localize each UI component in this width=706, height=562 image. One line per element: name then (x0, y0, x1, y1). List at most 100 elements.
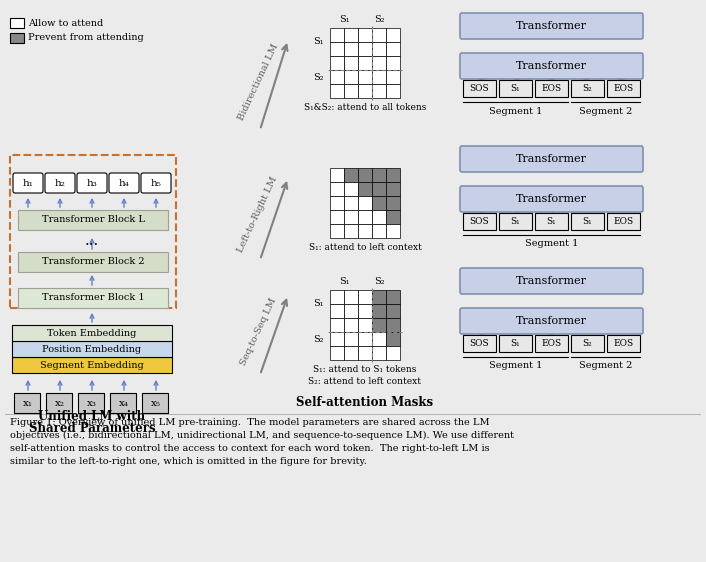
Bar (535, 335, 568, 352)
Bar (330, 28, 344, 42)
Bar (330, 210, 344, 224)
Text: Token Embedding: Token Embedding (47, 329, 137, 338)
Bar (344, 70, 358, 84)
Text: Transformer Block 2: Transformer Block 2 (42, 257, 144, 266)
Bar (372, 196, 386, 210)
FancyBboxPatch shape (13, 173, 43, 193)
Bar (330, 304, 344, 318)
Bar (344, 346, 358, 360)
Text: Segment 2: Segment 2 (579, 107, 632, 116)
Bar (372, 182, 386, 196)
Bar (358, 210, 372, 224)
Bar (358, 182, 372, 196)
Text: Allow to attend: Allow to attend (28, 19, 103, 28)
Text: h₁: h₁ (23, 179, 33, 188)
Text: Transformer: Transformer (516, 154, 587, 164)
Text: S₁: attend to left context: S₁: attend to left context (309, 243, 421, 252)
Text: S₁&S₂: attend to all tokens: S₁&S₂: attend to all tokens (304, 103, 426, 112)
Text: Left-to-Right LM: Left-to-Right LM (235, 175, 279, 255)
Text: S₁: S₁ (339, 278, 349, 287)
Text: S₁: S₁ (510, 84, 520, 93)
FancyBboxPatch shape (460, 146, 643, 172)
Text: S₁: S₁ (313, 38, 323, 47)
Bar (358, 70, 372, 84)
Text: Transformer: Transformer (516, 194, 587, 204)
Bar (358, 42, 372, 56)
Text: x₁: x₁ (23, 398, 33, 407)
Bar (10, 33, 24, 43)
FancyBboxPatch shape (77, 173, 107, 193)
Bar (358, 318, 372, 332)
Bar (372, 224, 386, 238)
Text: S₁: S₁ (582, 217, 592, 226)
Bar (499, 213, 532, 230)
Text: SOS: SOS (469, 217, 489, 226)
Text: S₂: S₂ (582, 339, 592, 348)
Bar (358, 304, 372, 318)
Bar (344, 332, 358, 346)
Text: Segment 2: Segment 2 (579, 361, 632, 370)
Text: Seq-to-Seq LM: Seq-to-Seq LM (239, 297, 277, 367)
Text: EOS: EOS (614, 84, 633, 93)
Bar (344, 210, 358, 224)
Text: Segment Embedding: Segment Embedding (40, 360, 144, 369)
Bar (330, 346, 344, 360)
Bar (358, 332, 372, 346)
Text: x₅: x₅ (151, 398, 161, 407)
Bar (18, 252, 168, 272)
Text: h₃: h₃ (87, 179, 97, 188)
Bar (386, 346, 400, 360)
Bar (386, 304, 400, 318)
Text: ...: ... (85, 234, 99, 248)
Bar (344, 304, 358, 318)
Text: Segment 1: Segment 1 (489, 107, 542, 116)
Text: S₁: attend to S₁ tokens: S₁: attend to S₁ tokens (313, 365, 417, 374)
Text: Prevent from attending: Prevent from attending (28, 34, 144, 43)
Bar (110, 393, 136, 413)
Bar (344, 196, 358, 210)
Bar (372, 290, 386, 304)
Bar (10, 155, 176, 308)
Bar (330, 84, 344, 98)
Bar (386, 332, 400, 346)
Text: EOS: EOS (542, 84, 561, 93)
Bar (386, 168, 400, 182)
Bar (372, 70, 386, 84)
Bar (330, 168, 344, 182)
Bar (344, 318, 358, 332)
Bar (372, 42, 386, 56)
Text: Segment 1: Segment 1 (525, 239, 578, 248)
Bar (372, 346, 386, 360)
Bar (344, 56, 358, 70)
Text: Segment 1: Segment 1 (489, 361, 542, 370)
Text: S₂: S₂ (373, 278, 384, 287)
Bar (358, 346, 372, 360)
FancyBboxPatch shape (141, 173, 171, 193)
Bar (607, 80, 640, 97)
Text: S₁: S₁ (510, 217, 520, 226)
Bar (372, 304, 386, 318)
Bar (386, 318, 400, 332)
Bar (372, 56, 386, 70)
Text: Bidirectional LM: Bidirectional LM (237, 42, 280, 122)
Bar (344, 182, 358, 196)
Bar (571, 213, 604, 230)
Bar (142, 393, 168, 413)
Bar (358, 196, 372, 210)
Text: Position Embedding: Position Embedding (42, 345, 142, 353)
Text: S₁: S₁ (313, 300, 323, 309)
Bar (499, 80, 532, 97)
Bar (330, 182, 344, 196)
FancyBboxPatch shape (460, 268, 643, 294)
Bar (330, 318, 344, 332)
Bar (386, 290, 400, 304)
Text: x₂: x₂ (55, 398, 65, 407)
Bar (18, 210, 168, 230)
Text: EOS: EOS (614, 217, 633, 226)
Bar (499, 335, 532, 352)
Text: Transformer: Transformer (516, 276, 587, 286)
Text: S₂: S₂ (373, 16, 384, 25)
Bar (607, 335, 640, 352)
Bar (386, 196, 400, 210)
Text: S₁: S₁ (546, 217, 556, 226)
